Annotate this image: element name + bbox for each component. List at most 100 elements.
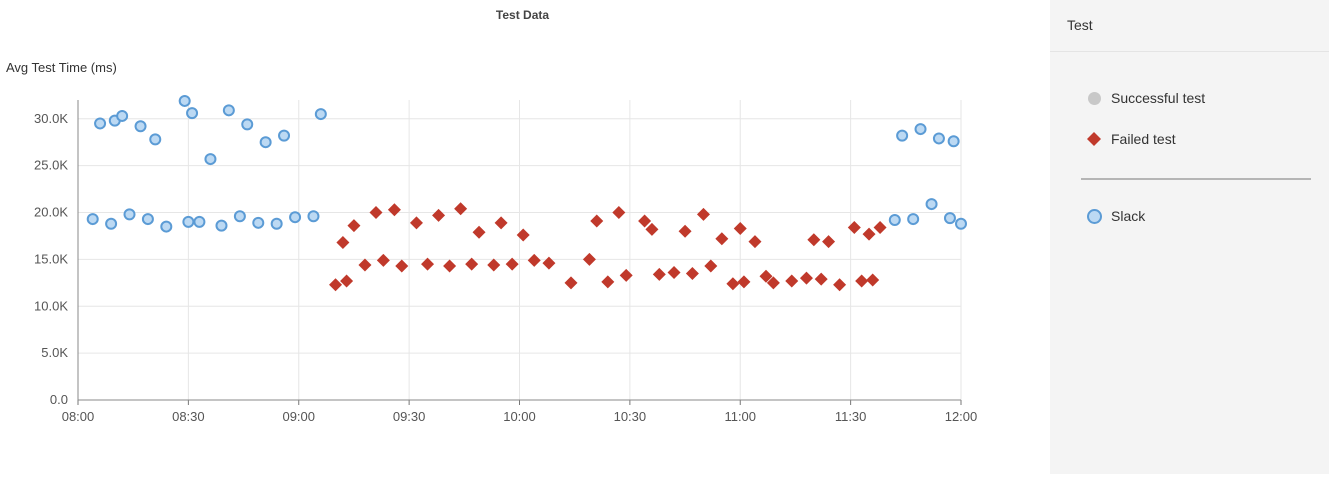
failed-test-point xyxy=(454,202,468,216)
failed-test-point xyxy=(472,225,486,239)
y-tick-label: 20.0K xyxy=(34,205,68,220)
slack-point xyxy=(259,136,272,149)
failed-test-point xyxy=(873,221,887,234)
failed-test-point xyxy=(409,216,423,230)
slack-point xyxy=(943,212,956,225)
slack-point xyxy=(925,198,938,211)
slack-point xyxy=(94,117,107,130)
failed-test-point xyxy=(347,219,361,233)
chart-title: Test Data xyxy=(495,8,550,22)
grey-circle-icon xyxy=(1086,90,1102,106)
slack-point xyxy=(314,108,327,121)
slack-point xyxy=(914,123,927,136)
slack-point xyxy=(105,217,118,230)
failed-test-point xyxy=(358,258,372,272)
legend-item-slack[interactable]: Slack xyxy=(1086,208,1145,224)
red-diamond-icon xyxy=(1086,131,1102,147)
x-tick-label: 12:00 xyxy=(945,409,978,424)
slack-point xyxy=(307,210,320,223)
failed-test-point xyxy=(494,216,508,230)
slack-point xyxy=(141,213,154,226)
failed-test-point xyxy=(855,274,869,288)
slack-point xyxy=(178,94,191,107)
slack-point xyxy=(947,135,960,148)
slack-point xyxy=(182,215,195,228)
x-tick-label: 09:00 xyxy=(282,409,315,424)
x-tick-label: 11:30 xyxy=(835,409,867,424)
slack-point xyxy=(888,214,901,226)
failed-test-point xyxy=(340,274,354,288)
failed-test-point xyxy=(619,268,633,282)
slack-point xyxy=(186,107,199,120)
failed-test-point xyxy=(395,259,409,273)
failed-test-point xyxy=(564,276,578,290)
failed-test-point xyxy=(814,272,828,286)
legend-item-failed-test[interactable]: Failed test xyxy=(1086,131,1176,147)
failed-test-point xyxy=(590,214,604,228)
failed-test-point xyxy=(759,269,773,283)
failed-test-point xyxy=(766,276,780,290)
slack-point xyxy=(222,104,235,117)
legend-label-slack: Slack xyxy=(1111,208,1146,224)
failed-test-point xyxy=(866,273,880,287)
slack-point xyxy=(215,219,228,232)
x-tick-label: 10:00 xyxy=(503,409,536,424)
x-tick-label: 11:00 xyxy=(724,409,756,424)
legend-panel: Test Successful test Failed test Slack xyxy=(1050,0,1329,474)
legend-header: Test xyxy=(1050,0,1329,52)
x-tick-label: 08:00 xyxy=(62,409,95,424)
failed-test-point xyxy=(369,206,383,219)
failed-test-point xyxy=(582,252,596,266)
blue-circle-icon xyxy=(1086,208,1102,224)
failed-test-point xyxy=(799,271,813,285)
failed-test-point xyxy=(516,228,530,242)
failed-test-point xyxy=(862,227,876,241)
failed-test-point xyxy=(678,224,692,238)
failed-test-point xyxy=(638,214,652,228)
slack-point xyxy=(289,211,302,224)
slack-point xyxy=(233,210,246,223)
legend-label-successful-test: Successful test xyxy=(1111,90,1206,106)
slack-point xyxy=(932,132,945,145)
failed-test-point xyxy=(785,274,799,288)
y-tick-label: 10.0K xyxy=(34,298,68,313)
failed-test-point xyxy=(329,278,343,292)
slack-point xyxy=(160,220,173,233)
failed-test-point xyxy=(726,277,740,291)
slack-point xyxy=(252,216,265,229)
failed-test-point xyxy=(645,222,659,236)
slack-point xyxy=(241,118,254,131)
slack-point xyxy=(907,213,920,226)
y-tick-label: 15.0K xyxy=(34,251,68,266)
failed-test-point xyxy=(542,256,556,270)
failed-test-point xyxy=(387,203,401,217)
y-tick-label: 30.0K xyxy=(34,111,68,126)
failed-test-point xyxy=(465,257,479,271)
slack-point xyxy=(955,217,967,230)
legend-label-failed-test: Failed test xyxy=(1111,131,1176,147)
y-axis-label: Avg Test Time (ms) xyxy=(6,60,117,75)
slack-point xyxy=(123,208,136,221)
slack-point xyxy=(278,129,291,142)
slack-point xyxy=(116,109,129,122)
slack-point xyxy=(896,129,909,142)
failed-test-point xyxy=(421,257,435,271)
failed-test-point xyxy=(527,253,541,267)
chart-area: Test Data Avg Test Time (ms) 0.0 5.0K 10.0… xyxy=(6,8,978,424)
slack-point xyxy=(86,213,99,226)
slack-point xyxy=(204,153,217,166)
failed-test-point xyxy=(704,259,718,273)
x-tick-label: 08:30 xyxy=(172,409,205,424)
failed-test-point xyxy=(612,206,626,219)
x-tick-label: 10:30 xyxy=(614,409,647,424)
failed-test-point xyxy=(601,275,615,289)
legend-divider xyxy=(1081,178,1311,180)
y-tick-label: 5.0K xyxy=(41,345,68,360)
y-tick-label: 25.0K xyxy=(34,158,68,173)
failed-test-point xyxy=(505,257,519,271)
failed-test-point xyxy=(667,266,681,279)
failed-test-point xyxy=(696,207,710,221)
failed-test-point xyxy=(336,236,350,249)
legend-item-successful-test[interactable]: Successful test xyxy=(1086,90,1205,106)
